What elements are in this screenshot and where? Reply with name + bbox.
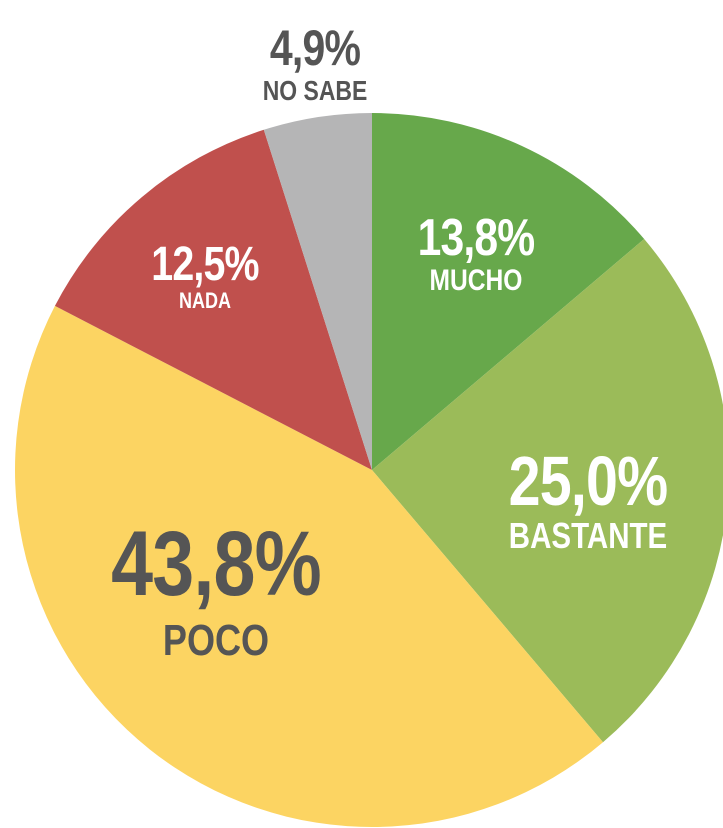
slice-category-label: NADA	[179, 289, 231, 313]
pie-slice	[372, 239, 723, 743]
slice-value-label: 25,0%	[509, 442, 668, 521]
slice-value-label: 12,5%	[151, 237, 258, 291]
pie-slice	[263, 113, 372, 470]
slice-category-label: NO SABE	[263, 76, 368, 107]
slice-value-label: 13,8%	[418, 209, 535, 267]
slice-category-label: MUCHO	[430, 263, 523, 297]
slice-category-label: BASTANTE	[509, 515, 667, 555]
slice-value-label: 43,8%	[111, 512, 321, 615]
pie-slice	[372, 113, 645, 470]
pie-slice	[15, 305, 603, 827]
pie-slice	[54, 129, 372, 470]
slice-value-label: 4,9%	[270, 20, 360, 76]
slice-category-label: POCO	[163, 616, 269, 665]
